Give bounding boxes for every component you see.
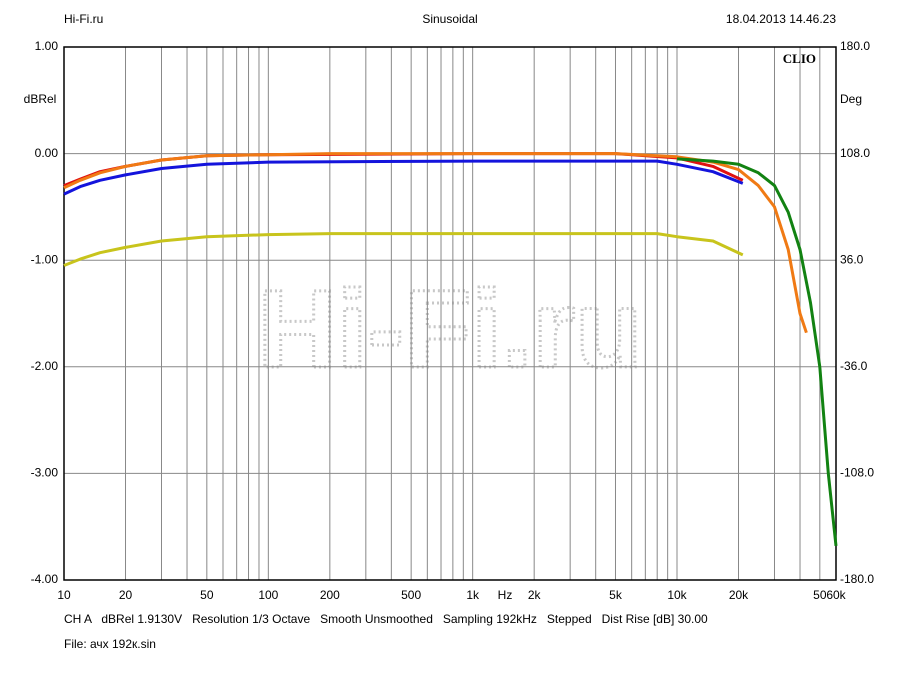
x-tick-label: 10 — [57, 588, 71, 602]
x-tick-label: 50 — [200, 588, 214, 602]
x-tick-label: 500 — [401, 588, 421, 602]
y-axis-label: dBRel — [24, 92, 57, 106]
footer-file: File: ачх 192к.sin — [64, 637, 156, 651]
watermark: Hi-Fi.ru — [258, 268, 643, 391]
x-tick-label: 200 — [320, 588, 340, 602]
line-series — [676, 157, 838, 547]
y-tick-label: -3.00 — [31, 466, 59, 480]
y-tick-label: 0.00 — [35, 146, 59, 160]
x-tick-label: 1k — [466, 588, 480, 602]
y2-tick-label: 108.0 — [840, 146, 870, 160]
y2-tick-label: -180.0 — [840, 572, 874, 586]
y2-tick-label: 180.0 — [840, 39, 870, 53]
header-right: 18.04.2013 14.46.23 — [726, 12, 836, 26]
x-tick-label: 5k — [609, 588, 623, 602]
plot-frame — [63, 46, 837, 581]
x-tick-label: 100 — [258, 588, 278, 602]
y-tick-label: -2.00 — [31, 359, 59, 373]
y-tick-label: -1.00 — [31, 252, 59, 266]
x-tick-label: 10k — [667, 588, 687, 602]
footer-settings: CH A dBRel 1.9130V Resolution 1/3 Octave… — [64, 612, 708, 626]
x-tick-label: 20k — [729, 588, 749, 602]
x-tick-label: 50 — [813, 588, 827, 602]
y2-axis-label: Deg — [840, 92, 862, 106]
brand: CLIO — [783, 51, 816, 66]
y2-tick-label: -36.0 — [840, 359, 868, 373]
x-tick-label: 20 — [119, 588, 133, 602]
line-series — [63, 152, 808, 334]
line-series — [63, 232, 744, 267]
header-left: Hi-Fi.ru — [64, 12, 103, 26]
line-series — [63, 159, 744, 196]
header-center: Sinusoidal — [422, 12, 477, 26]
x-tick-label: 2k — [528, 588, 542, 602]
y-tick-label: 1.00 — [35, 39, 59, 53]
x-tick-label: 60k — [826, 588, 846, 602]
y-tick-label: -4.00 — [31, 572, 59, 586]
y2-tick-label: 36.0 — [840, 252, 864, 266]
y2-tick-label: -108.0 — [840, 466, 874, 480]
x-axis-label: Hz — [498, 588, 513, 602]
